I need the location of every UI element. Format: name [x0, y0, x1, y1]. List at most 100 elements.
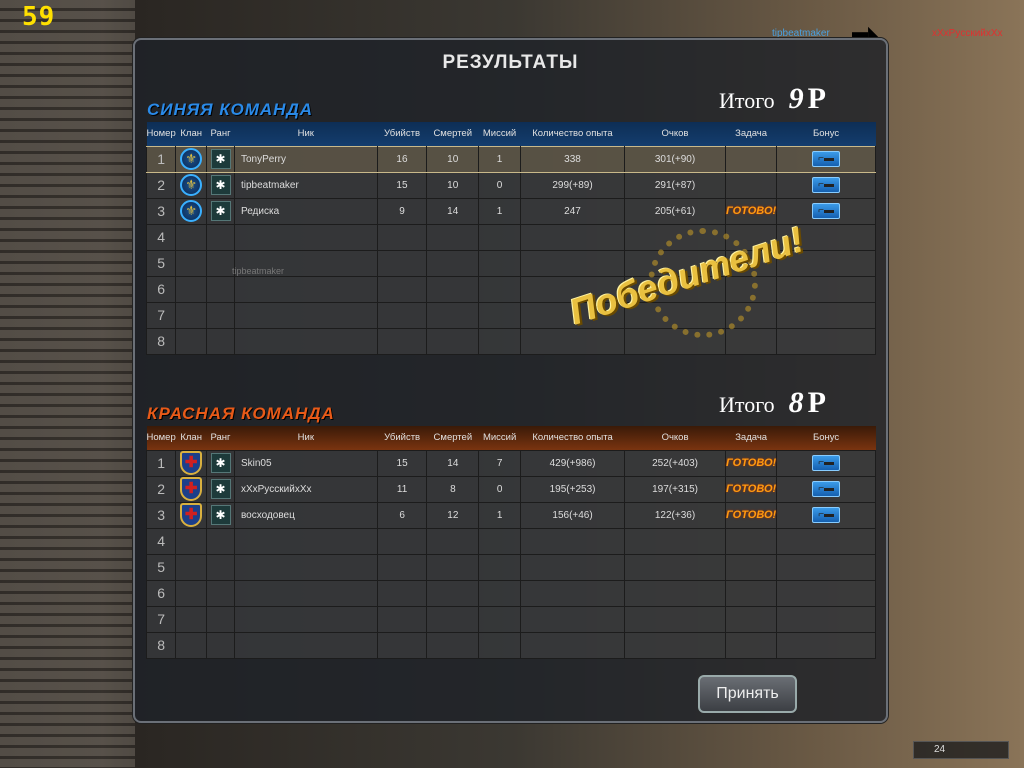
deaths: 10 [426, 171, 480, 199]
red-team-table: Номер Клан Ранг Ник Убийств Смертей Миссий Коли… [145, 426, 876, 659]
points: 197(+315) [624, 475, 727, 503]
column-header: Бонус [776, 426, 876, 450]
row-number: 3 [145, 197, 177, 225]
rifle-icon: ▬◣ [852, 24, 881, 41]
column-header: Клан [175, 426, 207, 450]
row-number: 8 [145, 327, 177, 355]
bonus-weapon-icon[interactable]: ⌐▬ [812, 151, 841, 167]
rank-cell: ✱ [206, 449, 235, 477]
player-row[interactable]: 2 ✚ ✱ xXxPyccкийxXx 11 8 0 195(+253) 197… [145, 475, 876, 503]
player-row[interactable]: 2 ⚜ ✱ tipbeatmaker 15 10 0 299(+89) 291(… [145, 171, 876, 199]
empty-cell [233, 605, 378, 633]
empty-cell [519, 327, 626, 355]
rank-icon: ✱ [210, 149, 231, 169]
empty-cell [519, 275, 626, 303]
row-number: 4 [145, 223, 177, 251]
empty-cell [376, 223, 428, 251]
row-number: 1 [145, 449, 177, 477]
nick: tipbeatmaker [233, 171, 378, 199]
empty-cell [233, 223, 378, 251]
empty-row: 6 [145, 579, 876, 607]
experience: 247 [519, 197, 626, 225]
fps-counter: 59 [22, 2, 56, 32]
missions: 1 [478, 501, 522, 529]
empty-cell [376, 275, 428, 303]
empty-cell [175, 223, 208, 251]
column-header: Ранг [206, 122, 235, 146]
nick: TonyPerry [233, 145, 378, 173]
empty-cell [426, 631, 480, 659]
clan-emblem-icon: ✚ [180, 477, 203, 501]
row-number: 5 [145, 249, 177, 277]
clan-cell: ⚜ [175, 171, 208, 199]
blue-team-table: Номер Клан Ранг Ник Убийств Смертей Миссий Коли… [145, 122, 876, 355]
row-number: 3 [145, 501, 177, 529]
points: 301(+90) [624, 145, 726, 173]
accept-button[interactable]: Принять [698, 675, 797, 713]
killfeed-victim: xXxPyccкийxXx [932, 28, 1003, 39]
rank-cell: ✱ [206, 171, 235, 199]
clan-cell: ✚ [175, 449, 208, 477]
empty-cell [206, 527, 235, 555]
empty-cell [776, 223, 876, 251]
rank-icon: ✱ [210, 505, 231, 525]
clan-emblem-icon: ✚ [180, 451, 203, 475]
empty-cell [376, 553, 428, 581]
empty-row: 4 [145, 223, 876, 251]
task [724, 145, 778, 173]
missions: 1 [478, 145, 521, 173]
empty-cell [175, 579, 208, 607]
rank-icon: ✱ [210, 201, 231, 221]
missions: 0 [478, 475, 522, 503]
row-number: 8 [145, 631, 177, 659]
background-shutter [0, 0, 135, 768]
deaths: 10 [426, 145, 480, 173]
empty-cell [376, 301, 428, 329]
experience: 338 [519, 145, 626, 173]
empty-cell [776, 327, 876, 355]
player-row[interactable]: 1 ⚜ ✱ TonyPerry 16 10 1 338 301(+90) ⌐▬ [145, 145, 876, 173]
rank-icon: ✱ [210, 479, 231, 499]
empty-cell [426, 327, 480, 355]
player-row[interactable]: 3 ⚜ ✱ Редиска 9 14 1 247 205(+61) ГОТОВО… [145, 197, 876, 225]
bonus-weapon-icon[interactable]: ⌐▬ [812, 203, 841, 219]
bonus-cell: ⌐▬ [776, 197, 876, 225]
rank-cell: ✱ [206, 197, 235, 225]
player-row[interactable]: 1 ✚ ✱ Skin05 15 14 7 429(+986) 252(+403)… [145, 449, 876, 477]
column-header: Очков [624, 426, 726, 450]
empty-cell [175, 527, 208, 555]
missions: 1 [478, 197, 521, 225]
points: 291(+87) [624, 171, 726, 199]
table-header: Номер Клан Ранг Ник Убийств Смертей Миссий Коли… [146, 426, 876, 450]
killfeed-killer: tipbeatmaker [772, 28, 830, 39]
empty-cell [725, 631, 778, 659]
bonus-weapon-icon[interactable]: ⌐▬ [812, 507, 841, 523]
blue-team-total: Итого 9 P [719, 82, 826, 116]
bonus-weapon-icon[interactable]: ⌐▬ [812, 177, 841, 193]
kills: 16 [376, 145, 428, 173]
empty-cell [478, 553, 522, 581]
player-row[interactable]: 3 ✚ ✱ восходовец 6 12 1 156(+46) 122(+36… [145, 501, 876, 529]
empty-cell [520, 553, 626, 581]
row-number: 4 [145, 527, 177, 555]
total-value: 8 [788, 386, 804, 419]
row-number: 1 [145, 145, 177, 173]
deaths: 14 [426, 197, 480, 225]
total-label: Итого [718, 392, 775, 417]
deaths: 8 [426, 475, 480, 503]
total-label: Итого [718, 88, 775, 113]
row-number: 5 [145, 553, 177, 581]
empty-cell [206, 327, 235, 355]
kills: 15 [376, 449, 428, 477]
empty-cell [233, 301, 378, 329]
empty-cell [376, 327, 428, 355]
empty-cell [776, 605, 876, 633]
bonus-weapon-icon[interactable]: ⌐▬ [812, 455, 841, 471]
nick: xXxPyccкийxXx [233, 475, 378, 503]
clan-cell: ⚜ [175, 145, 208, 173]
missions: 0 [478, 171, 521, 199]
bonus-weapon-icon[interactable]: ⌐▬ [812, 481, 841, 497]
empty-cell [426, 275, 480, 303]
nick: Редиска [233, 197, 378, 225]
empty-cell [206, 579, 235, 607]
